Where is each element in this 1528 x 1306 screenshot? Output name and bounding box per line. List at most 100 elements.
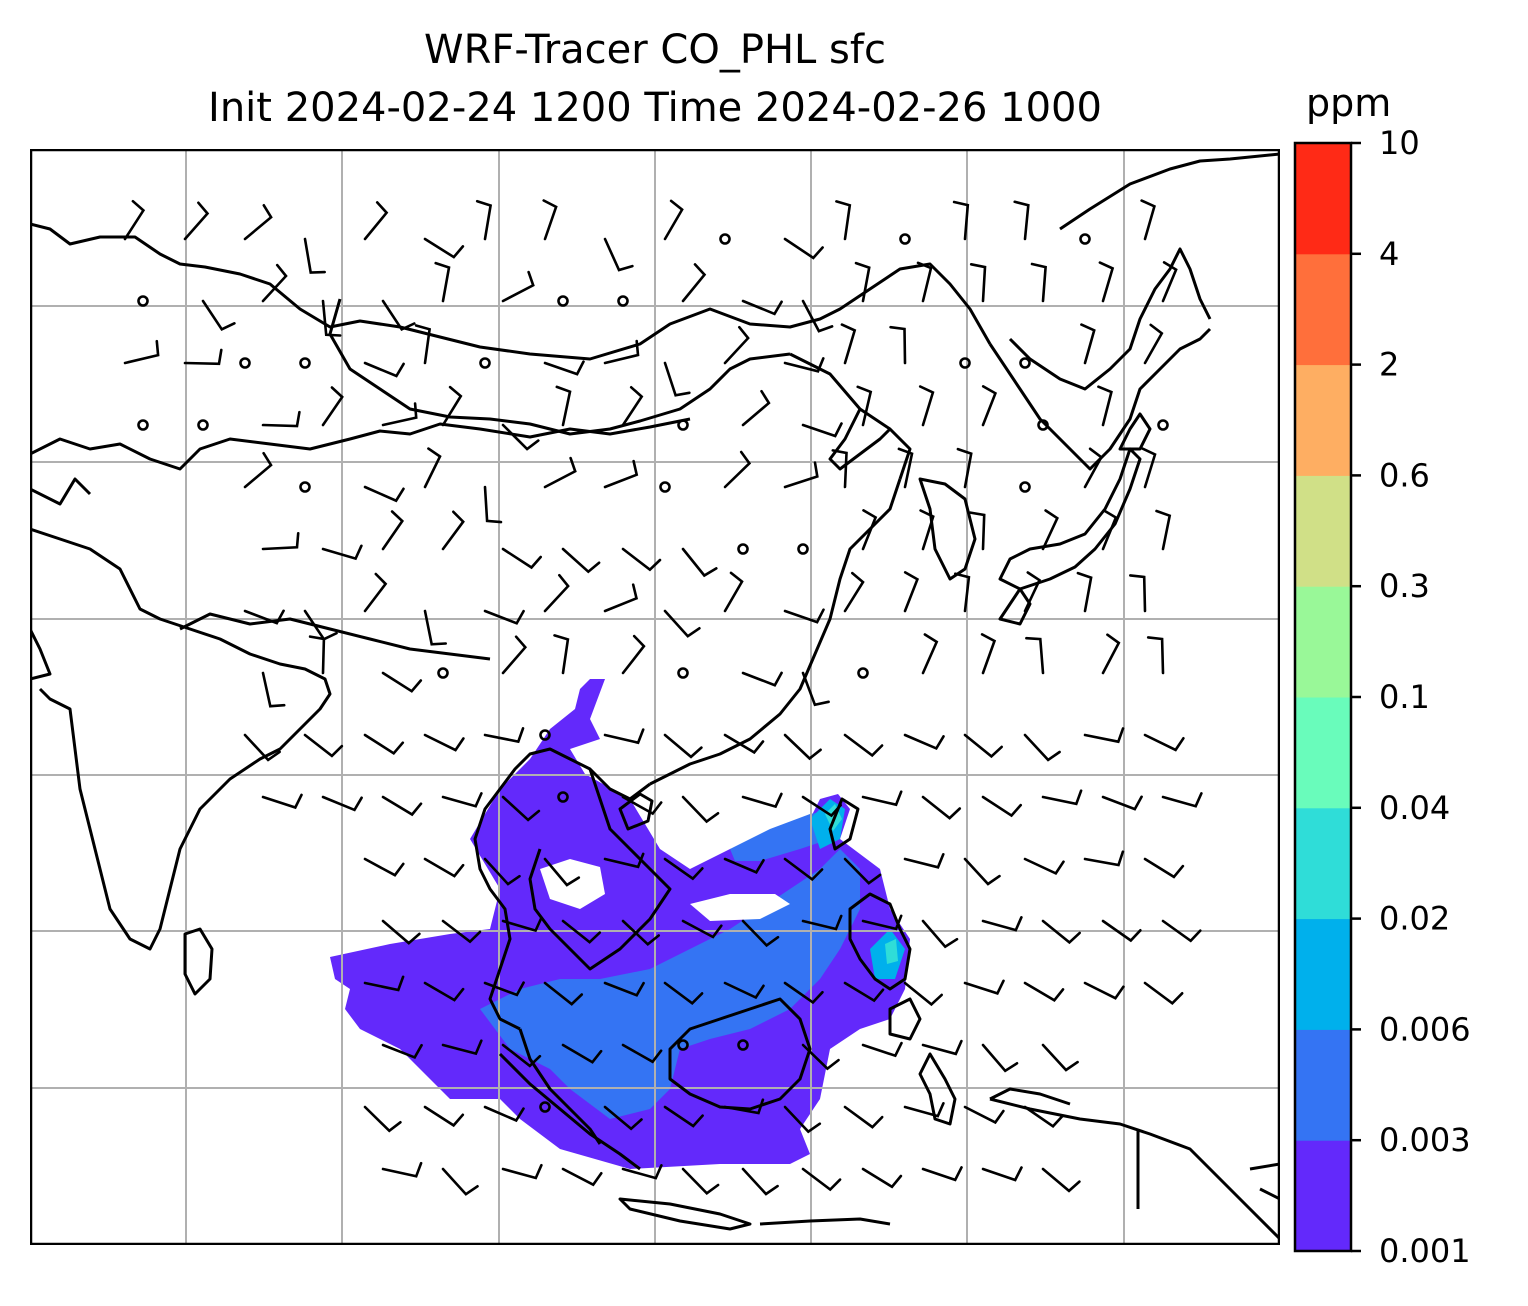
wind-barb bbox=[1097, 385, 1113, 427]
wind-barb bbox=[542, 199, 558, 241]
wind-barb bbox=[561, 1043, 603, 1064]
wind-barb bbox=[897, 447, 914, 489]
wind-barb bbox=[723, 1098, 765, 1115]
wind-barb bbox=[919, 509, 935, 551]
wind-barb bbox=[1023, 981, 1065, 1002]
wind-barb bbox=[854, 261, 871, 303]
wind-barb bbox=[1023, 571, 1042, 613]
wind-barb bbox=[261, 793, 303, 810]
wind-barb bbox=[603, 981, 645, 997]
wind-barb bbox=[363, 485, 405, 503]
wind-barb bbox=[1161, 792, 1203, 808]
wind-barb bbox=[1030, 262, 1047, 303]
colorbar-band bbox=[1295, 253, 1351, 366]
wind-barb bbox=[663, 733, 703, 759]
wind-barb bbox=[783, 357, 825, 373]
wind-barb bbox=[1129, 574, 1147, 613]
wind-barb bbox=[363, 1105, 402, 1133]
wind-barb bbox=[501, 916, 543, 933]
wind-barb-calm bbox=[1079, 233, 1091, 245]
wind-barb bbox=[981, 916, 1023, 932]
wind-barb bbox=[123, 199, 146, 241]
wind-barb bbox=[921, 795, 962, 820]
wind-barb bbox=[381, 1161, 423, 1178]
wind-barb bbox=[921, 1039, 963, 1056]
wind-barb bbox=[903, 853, 945, 869]
wind-barb bbox=[801, 299, 834, 333]
wind-barb bbox=[723, 325, 750, 365]
wind-barb bbox=[303, 237, 326, 274]
wind-barb bbox=[952, 200, 970, 241]
colorbar-tick-label: 0.1 bbox=[1379, 678, 1430, 716]
wind-barb bbox=[921, 1166, 963, 1182]
wind-barb bbox=[243, 451, 273, 489]
wind-barb bbox=[1161, 919, 1202, 943]
wind-barb bbox=[783, 733, 822, 761]
wind-barb bbox=[1023, 733, 1061, 762]
wind-barb bbox=[843, 733, 884, 758]
wind-barb bbox=[363, 201, 389, 241]
wind-barb bbox=[603, 852, 645, 869]
colorbar-bands bbox=[1295, 143, 1351, 1252]
wind-barb bbox=[243, 733, 281, 762]
wind-barb bbox=[483, 485, 503, 524]
wind-barb bbox=[621, 386, 644, 427]
wind-barb bbox=[663, 857, 704, 881]
wind-barb bbox=[561, 547, 601, 574]
wind-barb bbox=[381, 402, 418, 427]
wind-barb bbox=[423, 981, 465, 1002]
wind-barb bbox=[621, 795, 663, 816]
wind-barb bbox=[414, 324, 432, 365]
wind-barb bbox=[801, 1167, 842, 1192]
wind-barb bbox=[261, 671, 286, 708]
wind-barb bbox=[303, 733, 344, 758]
colorbar-band bbox=[1295, 1029, 1351, 1141]
wind-barb bbox=[723, 857, 765, 874]
wind-barb bbox=[916, 261, 933, 303]
wind-barb bbox=[603, 237, 634, 272]
wind-barb bbox=[843, 981, 885, 1003]
wind-barb bbox=[861, 790, 903, 807]
wind-barb-calm bbox=[1019, 481, 1031, 493]
wind-barb bbox=[1083, 447, 1103, 489]
wind-barb bbox=[663, 981, 704, 1006]
wind-barb bbox=[603, 459, 639, 489]
wind-barb bbox=[1083, 727, 1125, 744]
wind-barb bbox=[183, 201, 210, 241]
wind-barb bbox=[723, 450, 752, 489]
wind-barb bbox=[483, 727, 525, 744]
wind-barb bbox=[201, 299, 236, 331]
wind-barb bbox=[831, 449, 848, 489]
wind-barb bbox=[861, 914, 903, 931]
wind-barb-calm bbox=[137, 295, 149, 307]
wind-barb bbox=[843, 857, 882, 885]
wind-barb-calm bbox=[1157, 419, 1169, 431]
wind-barb bbox=[243, 609, 285, 625]
wind-barb bbox=[483, 981, 525, 997]
wind-barb bbox=[381, 919, 421, 945]
wind-barb bbox=[381, 1043, 423, 1060]
wind-barb bbox=[723, 733, 765, 755]
wind-barb bbox=[1041, 1167, 1081, 1193]
map-panel bbox=[30, 149, 1280, 1245]
colorbar-tick-label: 0.3 bbox=[1379, 567, 1430, 605]
colorbar-band bbox=[1295, 143, 1351, 255]
wind-barb-calm bbox=[437, 667, 449, 679]
wind-barb-calm bbox=[197, 419, 209, 431]
wind-barb bbox=[918, 385, 935, 427]
wind-barb bbox=[663, 1105, 704, 1128]
wind-barb bbox=[1143, 733, 1185, 752]
colorbar-band bbox=[1295, 364, 1351, 476]
wind-barb bbox=[963, 1105, 1005, 1125]
wind-barb bbox=[1041, 1043, 1079, 1072]
wind-barb bbox=[861, 509, 878, 551]
wind-barb bbox=[681, 547, 718, 578]
wind-barb bbox=[363, 975, 405, 992]
wind-barb bbox=[603, 1105, 643, 1131]
wind-barb bbox=[243, 204, 273, 241]
wind-barb-calm bbox=[959, 357, 971, 369]
wind-barb bbox=[543, 857, 581, 887]
wind-barb bbox=[843, 571, 865, 613]
wind-barb bbox=[543, 456, 577, 489]
colorbar-tick-label: 4 bbox=[1379, 235, 1399, 273]
